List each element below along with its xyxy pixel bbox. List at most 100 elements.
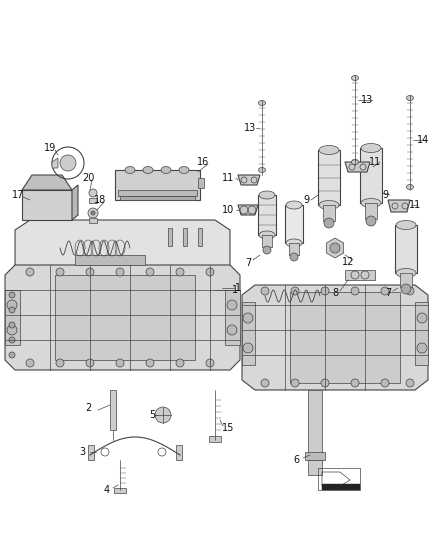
Bar: [209, 436, 221, 442]
Text: 20: 20: [82, 173, 94, 183]
Text: 9: 9: [303, 195, 309, 205]
Circle shape: [321, 379, 329, 387]
Circle shape: [206, 268, 214, 276]
Ellipse shape: [286, 239, 302, 247]
Text: 3: 3: [79, 447, 85, 457]
Circle shape: [321, 287, 329, 295]
Circle shape: [176, 359, 184, 367]
Text: 7: 7: [385, 288, 391, 298]
Circle shape: [146, 359, 154, 367]
Circle shape: [351, 287, 359, 295]
Circle shape: [243, 313, 253, 323]
Circle shape: [60, 155, 76, 171]
Circle shape: [290, 253, 298, 261]
Bar: [395, 225, 417, 273]
Circle shape: [406, 379, 414, 387]
Text: 2: 2: [85, 403, 91, 413]
Ellipse shape: [179, 166, 189, 174]
Bar: [318, 150, 340, 205]
Bar: [176, 445, 182, 460]
Circle shape: [291, 287, 299, 295]
Polygon shape: [238, 175, 260, 185]
Bar: [198, 178, 204, 188]
Circle shape: [401, 284, 411, 294]
Circle shape: [116, 359, 124, 367]
Circle shape: [243, 343, 253, 353]
Text: 1: 1: [232, 285, 238, 295]
Bar: [289, 243, 299, 255]
Ellipse shape: [352, 76, 358, 80]
Text: 11: 11: [409, 200, 421, 210]
Text: 19: 19: [44, 143, 56, 153]
Polygon shape: [388, 200, 410, 212]
Ellipse shape: [259, 231, 275, 239]
Polygon shape: [22, 190, 72, 220]
Polygon shape: [225, 290, 240, 345]
Bar: [323, 205, 335, 221]
Ellipse shape: [319, 146, 339, 155]
Bar: [308, 390, 322, 455]
Circle shape: [26, 268, 34, 276]
Circle shape: [261, 287, 269, 295]
Circle shape: [381, 287, 389, 295]
Circle shape: [417, 313, 427, 323]
Text: 17: 17: [12, 190, 24, 200]
Text: 9: 9: [382, 190, 388, 200]
Polygon shape: [415, 302, 428, 365]
Bar: [115, 170, 200, 200]
Circle shape: [56, 359, 64, 367]
Polygon shape: [75, 255, 145, 265]
Circle shape: [206, 359, 214, 367]
Bar: [114, 488, 126, 493]
Polygon shape: [72, 185, 78, 220]
Ellipse shape: [352, 159, 358, 165]
Text: 18: 18: [94, 195, 106, 205]
Circle shape: [351, 379, 359, 387]
Polygon shape: [238, 205, 258, 215]
Polygon shape: [55, 275, 195, 360]
Circle shape: [381, 379, 389, 387]
Bar: [400, 273, 412, 287]
Polygon shape: [326, 238, 344, 258]
Circle shape: [263, 246, 271, 254]
Polygon shape: [52, 158, 58, 168]
Bar: [89, 218, 97, 223]
Circle shape: [91, 211, 95, 215]
Circle shape: [227, 325, 237, 335]
Bar: [118, 190, 197, 196]
Ellipse shape: [161, 166, 171, 174]
Bar: [308, 460, 322, 475]
Bar: [198, 228, 202, 246]
Ellipse shape: [286, 201, 302, 209]
Polygon shape: [5, 265, 240, 370]
Ellipse shape: [258, 101, 265, 106]
Text: 8: 8: [332, 288, 338, 298]
Circle shape: [9, 307, 15, 313]
Circle shape: [9, 337, 15, 343]
Polygon shape: [15, 220, 230, 280]
Circle shape: [7, 325, 17, 335]
Polygon shape: [290, 292, 400, 383]
Ellipse shape: [406, 184, 413, 190]
Circle shape: [291, 379, 299, 387]
Circle shape: [324, 218, 334, 228]
Circle shape: [176, 268, 184, 276]
Circle shape: [56, 268, 64, 276]
Circle shape: [155, 407, 171, 423]
Bar: [89, 198, 97, 203]
Bar: [262, 235, 272, 247]
Text: 1: 1: [235, 283, 241, 293]
Text: 10: 10: [222, 205, 234, 215]
Circle shape: [9, 292, 15, 298]
Text: 7: 7: [245, 258, 251, 268]
Text: 6: 6: [293, 455, 299, 465]
Circle shape: [86, 359, 94, 367]
Circle shape: [261, 379, 269, 387]
Polygon shape: [345, 270, 375, 280]
Circle shape: [9, 322, 15, 328]
Circle shape: [406, 287, 414, 295]
Polygon shape: [242, 285, 428, 390]
Text: 13: 13: [361, 95, 373, 105]
Bar: [305, 452, 325, 460]
Text: 5: 5: [149, 410, 155, 420]
